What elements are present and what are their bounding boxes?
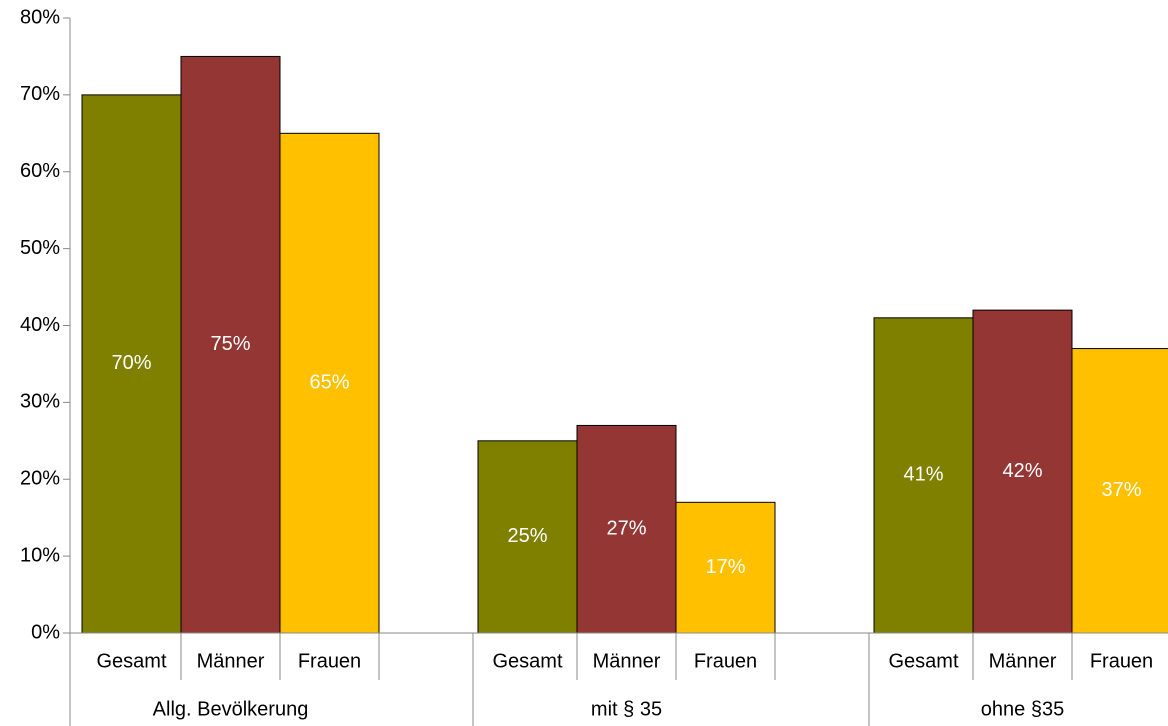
y-tick-label: 30% bbox=[20, 391, 60, 413]
value-label: 41% bbox=[903, 464, 943, 486]
y-tick-label: 40% bbox=[20, 314, 60, 336]
value-label: 65% bbox=[309, 371, 349, 393]
category-label: Frauen bbox=[298, 650, 361, 672]
category-label: Gesamt bbox=[888, 650, 958, 672]
value-label: 27% bbox=[606, 518, 646, 540]
category-label: Gesamt bbox=[492, 650, 562, 672]
y-tick-label: 0% bbox=[31, 621, 60, 643]
bar bbox=[1071, 348, 1168, 634]
bar bbox=[873, 317, 974, 634]
value-label: 37% bbox=[1101, 479, 1141, 501]
category-label: Frauen bbox=[1090, 650, 1153, 672]
value-label: 75% bbox=[210, 333, 250, 355]
value-label: 70% bbox=[111, 352, 151, 374]
value-label: 17% bbox=[705, 556, 745, 578]
y-tick-label: 80% bbox=[20, 6, 60, 28]
bar bbox=[81, 94, 182, 634]
y-tick-label: 10% bbox=[20, 544, 60, 566]
category-label: Männer bbox=[197, 650, 265, 672]
y-tick-label: 70% bbox=[20, 83, 60, 105]
y-tick-label: 60% bbox=[20, 160, 60, 182]
bar bbox=[675, 501, 776, 634]
group-label: ohne §35 bbox=[981, 698, 1064, 720]
y-tick-label: 20% bbox=[20, 468, 60, 490]
category-label: Frauen bbox=[694, 650, 757, 672]
bar bbox=[279, 132, 380, 634]
bar bbox=[972, 309, 1073, 634]
value-label: 25% bbox=[507, 525, 547, 547]
group-label: mit § 35 bbox=[591, 698, 662, 720]
group-label: Allg. Bevölkerung bbox=[153, 698, 309, 720]
category-label: Männer bbox=[989, 650, 1057, 672]
category-label: Männer bbox=[593, 650, 661, 672]
category-label: Gesamt bbox=[96, 650, 166, 672]
y-tick-label: 50% bbox=[20, 237, 60, 259]
bar bbox=[576, 424, 677, 634]
value-label: 42% bbox=[1002, 460, 1042, 482]
bar bbox=[180, 55, 281, 634]
bar bbox=[477, 440, 578, 634]
